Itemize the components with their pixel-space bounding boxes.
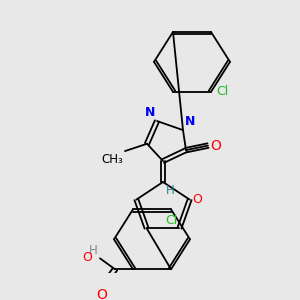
Text: Cl: Cl	[165, 214, 177, 227]
Text: H: H	[89, 244, 98, 256]
Text: N: N	[185, 115, 195, 128]
Text: O: O	[97, 288, 107, 300]
Text: N: N	[145, 106, 155, 119]
Text: O: O	[210, 139, 221, 153]
Text: H: H	[166, 184, 175, 197]
Text: CH₃: CH₃	[101, 153, 123, 166]
Text: Cl: Cl	[216, 85, 228, 98]
Text: O: O	[193, 193, 202, 206]
Text: O: O	[82, 251, 92, 264]
